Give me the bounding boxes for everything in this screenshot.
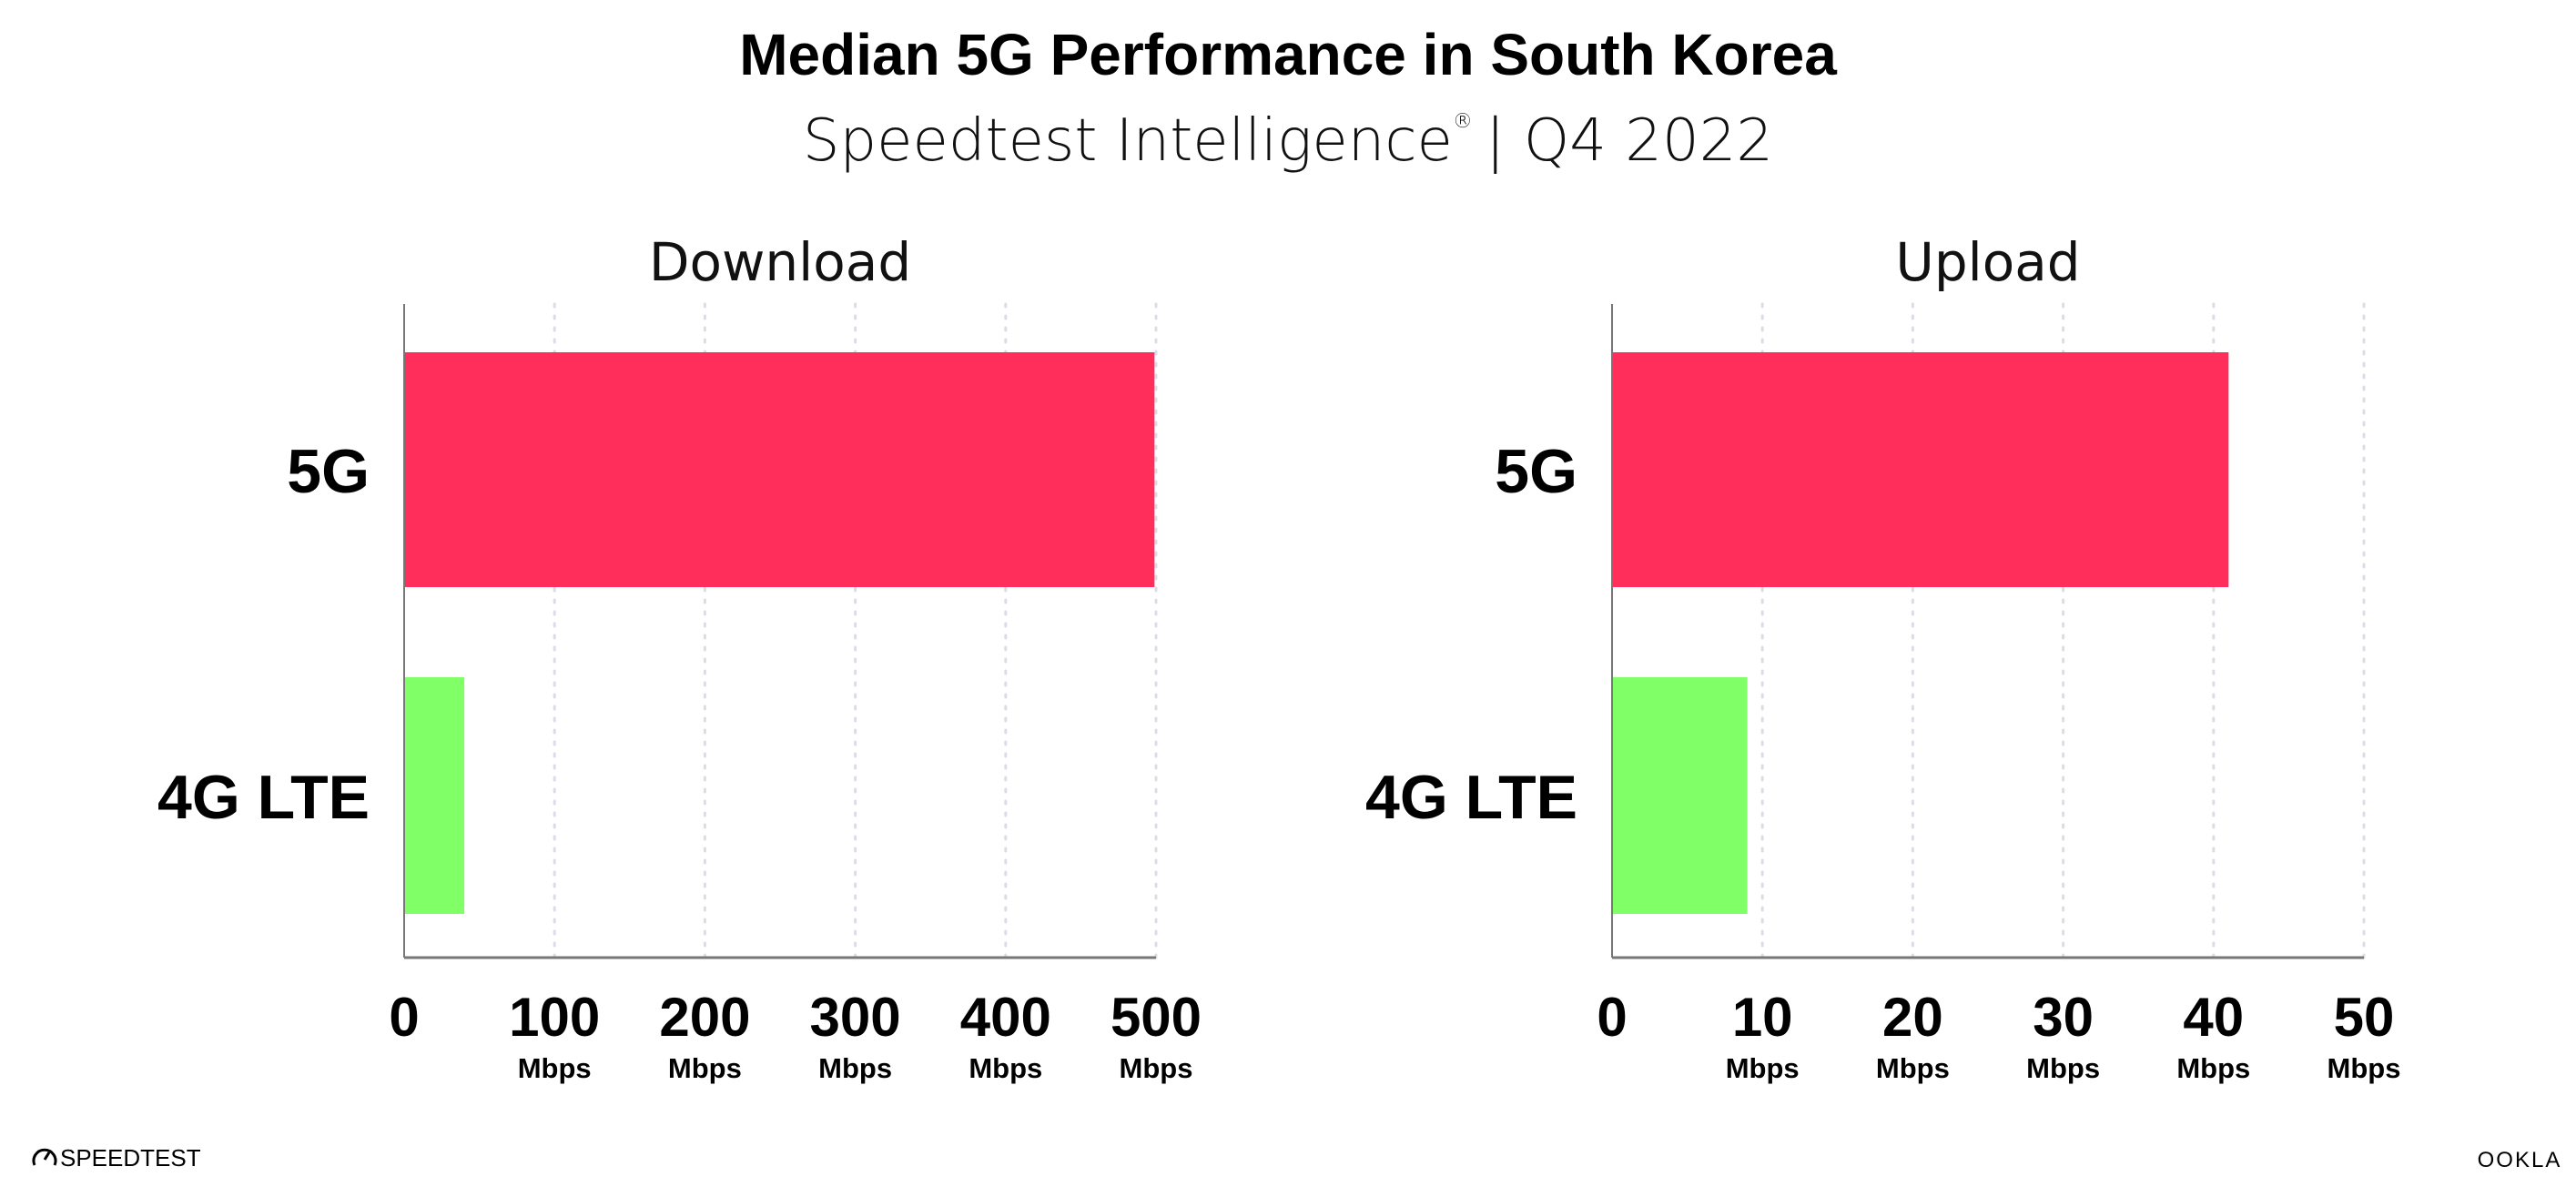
tick-unit: Mbps: [668, 1052, 742, 1084]
bar-5g: [404, 352, 1155, 587]
tick-label: 0: [389, 987, 419, 1048]
tick-label: 300: [810, 987, 901, 1048]
panel-title: Download: [649, 231, 911, 293]
category-label: 5G: [1495, 437, 1577, 506]
tick-unit: Mbps: [2328, 1052, 2401, 1084]
tick-label: 100: [509, 987, 600, 1048]
category-label: 5G: [287, 437, 370, 506]
tick-label: 20: [1882, 987, 1943, 1048]
tick-label: 0: [1597, 987, 1627, 1048]
bar-4g-lte: [1612, 677, 1748, 914]
tick-unit: Mbps: [818, 1052, 892, 1084]
tick-unit: Mbps: [518, 1052, 592, 1084]
panel-title: Upload: [1895, 231, 2080, 293]
tick-label: 50: [2334, 987, 2395, 1048]
tick-label: 30: [2033, 987, 2094, 1048]
tick-label: 10: [1732, 987, 1793, 1048]
tick-unit: Mbps: [1726, 1052, 1800, 1084]
tick-label: 500: [1111, 987, 1202, 1048]
gauge-icon: [32, 1148, 57, 1166]
upload-panel: Upload 0 10 Mbps 20 Mbps 30 Mbps 40 Mbps 50 Mbps 5G 4…: [1365, 231, 2400, 1084]
category-label: 4G LTE: [1365, 763, 1577, 832]
bar-4g-lte: [404, 677, 465, 914]
tick-unit: Mbps: [2176, 1052, 2250, 1084]
tick-label: 400: [960, 987, 1051, 1048]
tick-unit: Mbps: [1876, 1052, 1950, 1084]
gauge-needle: [43, 1151, 51, 1161]
ookla-logo: OOKLA: [2478, 1148, 2562, 1172]
tick-label: 40: [2183, 987, 2244, 1048]
tick-unit: Mbps: [1120, 1052, 1193, 1084]
speedtest-logo: SPEEDTEST: [32, 1144, 201, 1172]
registered-mark: ®: [1453, 110, 1473, 133]
chart-subtitle: Speedtest Intelligence® | Q4 2022: [803, 107, 1773, 175]
chart-title: Median 5G Performance in South Korea: [739, 22, 1837, 87]
tick-unit: Mbps: [2026, 1052, 2100, 1084]
speedtest-logo-text: SPEEDTEST: [60, 1144, 201, 1172]
tick-label: 200: [659, 987, 750, 1048]
subtitle-period: | Q4 2022: [1486, 107, 1773, 175]
tick-unit: Mbps: [969, 1052, 1042, 1084]
category-label: 4G LTE: [157, 763, 370, 832]
download-panel: Download 0 100 Mbps 200 Mbps 300 Mbps 400 Mbps 500…: [157, 231, 1202, 1084]
subtitle-text: Speedtest Intelligence: [803, 107, 1453, 175]
bar-5g: [1612, 352, 2229, 587]
